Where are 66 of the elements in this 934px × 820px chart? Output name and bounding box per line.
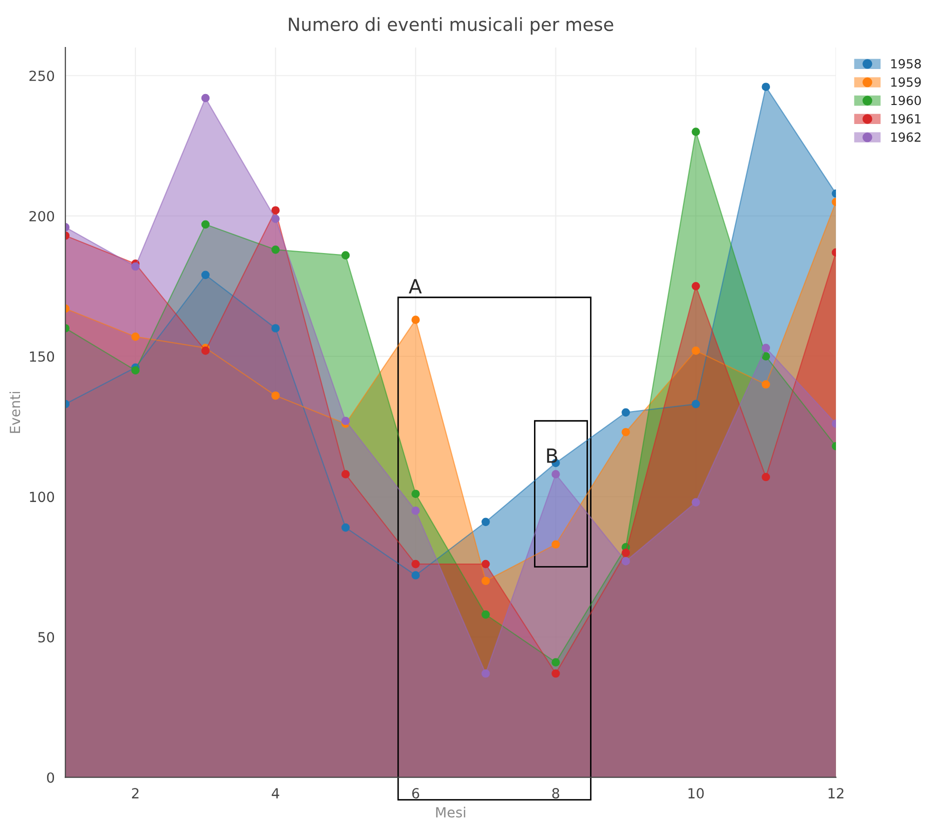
point [131, 366, 140, 375]
point [411, 506, 420, 515]
point [482, 560, 490, 568]
legend-label: 1962 [891, 132, 920, 142]
point [411, 571, 420, 580]
point [201, 220, 210, 229]
annotation: A [408, 279, 422, 294]
point [271, 324, 280, 332]
point [411, 560, 420, 568]
point [552, 540, 560, 549]
point [271, 214, 280, 223]
point [271, 206, 280, 215]
point [411, 490, 420, 498]
legend-label: 1958 [891, 59, 921, 68]
point [341, 470, 350, 478]
y-axis-title: Eventi [9, 392, 20, 433]
point [201, 270, 210, 280]
point [622, 428, 630, 436]
point [692, 128, 700, 136]
x-tick-label: 10 [688, 788, 704, 799]
point [131, 332, 140, 341]
point [692, 498, 700, 506]
point [341, 251, 350, 260]
point [552, 658, 560, 666]
point [201, 346, 210, 355]
point [341, 523, 350, 532]
point [552, 470, 560, 478]
y-tick-label: 150 [30, 351, 54, 362]
point [762, 380, 770, 389]
point [692, 282, 700, 290]
y-tick-label: 50 [38, 632, 54, 642]
point [692, 346, 700, 355]
point [271, 245, 280, 254]
point [622, 557, 630, 566]
x-tick-label: 6 [412, 788, 420, 799]
y-tick-label: 100 [30, 492, 54, 502]
legend-label: 1961 [891, 114, 921, 124]
point [762, 472, 770, 482]
point [201, 94, 210, 102]
point [482, 518, 490, 526]
x-tick-label: 4 [272, 788, 280, 798]
point [762, 344, 770, 352]
point [762, 82, 770, 92]
point [411, 316, 420, 324]
point [482, 669, 490, 678]
chart-title: Numero di eventi musicali per mese [288, 17, 614, 35]
legend-label: 1959 [891, 77, 921, 87]
x-axis-title: Mesi [436, 806, 466, 818]
point [692, 400, 700, 408]
x-tick-label: 12 [828, 788, 844, 798]
point [271, 391, 280, 400]
x-tick-label: 2 [132, 788, 138, 798]
point [131, 262, 140, 271]
point [622, 408, 630, 417]
point [341, 416, 350, 426]
point [482, 610, 490, 619]
x-tick-label: 8 [552, 788, 560, 799]
y-tick-label: 250 [29, 70, 54, 82]
point [552, 669, 560, 678]
point [482, 576, 490, 586]
point [622, 548, 630, 557]
legend-label: 1960 [891, 96, 921, 106]
y-tick-label: 0 [47, 772, 54, 783]
point [762, 352, 770, 360]
annotation: B [547, 448, 558, 463]
y-tick-label: 200 [29, 210, 54, 222]
